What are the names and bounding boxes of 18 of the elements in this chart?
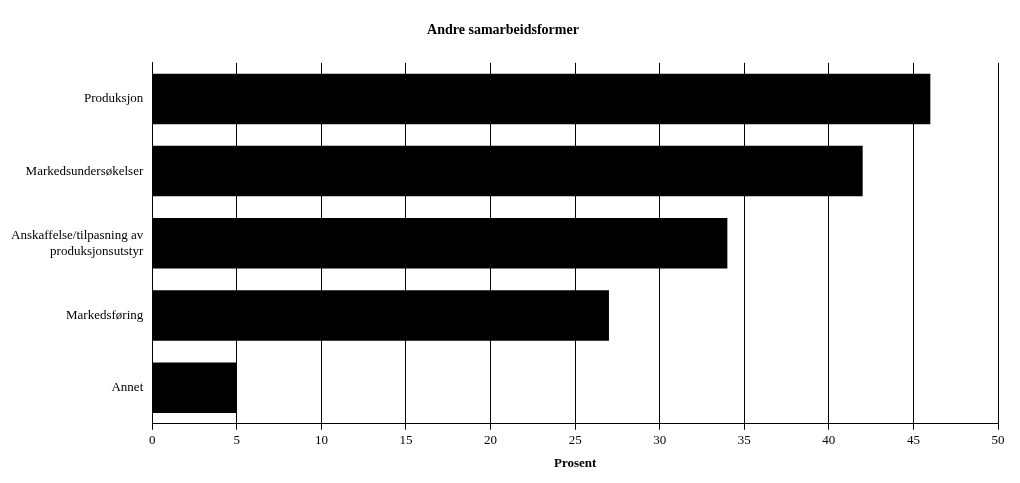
x-tick-label: 20 <box>484 432 498 448</box>
x-tick-label: 50 <box>991 432 1005 448</box>
x-tick-label: 45 <box>906 432 920 448</box>
y-tick-label: Produksjon <box>84 90 144 106</box>
x-tick-label: 10 <box>314 432 328 448</box>
y-tick-label: Annet <box>111 379 144 395</box>
y-tick-label: Anskaffelse/tilpasning av produksjonsutstyr <box>10 226 144 258</box>
x-tick-label: 0 <box>149 432 156 448</box>
x-tick-label: 5 <box>233 432 241 448</box>
x-tick-label: 30 <box>653 432 667 448</box>
x-tick-label: 25 <box>568 432 582 448</box>
x-axis-title: Prosent <box>553 454 597 470</box>
x-tick-label: 40 <box>822 432 836 448</box>
x-tick-label: 35 <box>737 432 751 448</box>
y-tick-label: Markedsundersøkelser <box>25 162 144 178</box>
x-tick-label: 15 <box>399 432 413 448</box>
y-tick-label: Markedsføring <box>65 306 144 322</box>
chart-title: Andre samarbeidsformer <box>427 22 579 38</box>
